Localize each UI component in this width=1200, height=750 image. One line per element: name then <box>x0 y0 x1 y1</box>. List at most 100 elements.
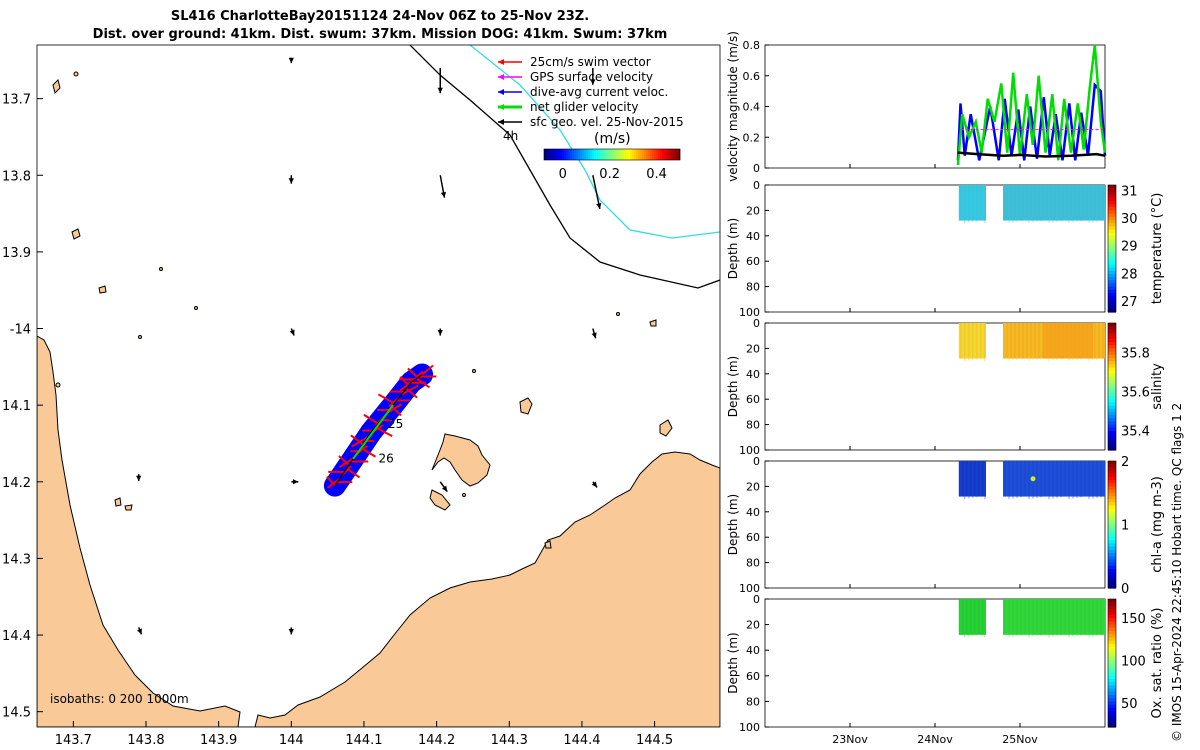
colorbar-tick-label: 0 <box>1121 582 1129 597</box>
geo-velocity-arrow <box>437 328 443 336</box>
panel-ylabel: Depth (m) <box>726 356 740 417</box>
panel-ytick-label: 100 <box>739 306 760 319</box>
island <box>649 319 657 327</box>
panel-ytick-label: 40 <box>746 644 760 657</box>
geo-velocity-arrow <box>288 175 294 184</box>
swim-vector <box>374 426 393 438</box>
footer-credit: © IMOS 15-Apr-2024 22:45:10 Hobart time.… <box>1170 402 1184 742</box>
map-chart: 143.7 143.8 143.9 144 144.1 144.2 144.3 144.4 14… <box>2 44 721 748</box>
y-tick-label: 14.3 <box>2 552 31 567</box>
swim-vector <box>350 434 364 446</box>
geo-velocity-arrow <box>439 175 447 198</box>
isobath-1000m <box>469 45 720 239</box>
velocity-series-line <box>956 44 1107 166</box>
profile-data-block <box>958 185 986 224</box>
panel-ytick-label: 40 <box>746 368 760 381</box>
panel-ytick-label: 100 <box>739 721 760 734</box>
y-tick-label: -14 <box>10 323 31 338</box>
y-tick-label: 14.4 <box>2 629 31 644</box>
island <box>124 504 133 511</box>
island <box>138 335 142 339</box>
legend-item: net glider velocity <box>498 100 638 114</box>
panel-ytick-label: 20 <box>746 342 760 355</box>
colorbar-label: salinity <box>1150 363 1165 410</box>
panel-ytick-label: 0.2 <box>743 131 761 144</box>
island <box>429 489 451 511</box>
svg-text:net glider velocity: net glider velocity <box>530 100 638 114</box>
track-day-label: 26 <box>379 452 394 466</box>
profile-data-block <box>1003 185 1105 224</box>
swim-vector <box>405 387 418 399</box>
svg-text:GPS surface velocity: GPS surface velocity <box>530 70 653 84</box>
x-date-label: 25Nov <box>1002 733 1038 746</box>
panel-ytick-label: 0.4 <box>743 101 761 114</box>
profile-data-block <box>958 323 986 362</box>
y-tick-label: 14.1 <box>2 399 31 414</box>
svg-text:25cm/s swim vector: 25cm/s swim vector <box>530 55 651 69</box>
panel-ytick-label: 0.6 <box>743 70 761 83</box>
velocity-series-line <box>957 151 1106 158</box>
panel-ytick-label: 60 <box>746 531 760 544</box>
geo-velocity-arrow <box>289 328 295 336</box>
swim-vector <box>407 367 419 379</box>
colorbar-tick-label: 0.2 <box>599 167 620 182</box>
panel-colorbar <box>1108 461 1116 589</box>
swim-vector <box>360 446 377 458</box>
island <box>519 397 533 415</box>
geo-velocity-arrow <box>439 481 448 493</box>
y-tick-label: 13.7 <box>2 93 31 108</box>
title-line-2: Dist. over ground: 41km. Dist. swum: 37k… <box>92 27 668 42</box>
panel-ylabel: Depth (m) <box>726 218 740 279</box>
geo-velocity-arrow <box>437 67 443 94</box>
geo-velocity-arrow <box>288 627 294 635</box>
panel-ytick-label: 60 <box>746 255 760 268</box>
profile-data-block <box>958 599 986 638</box>
island <box>71 228 81 240</box>
geo-velocity-arrow <box>137 627 143 635</box>
profile-data-block <box>958 461 986 500</box>
legend-item: GPS surface velocity <box>498 70 653 84</box>
panel-ytick-label: 20 <box>746 619 760 632</box>
y-tick-label: 14.5 <box>2 706 31 721</box>
swim-vector <box>363 413 379 425</box>
colorbar-tick-label: 30 <box>1121 212 1138 227</box>
panel-colorbar <box>1108 599 1116 728</box>
island <box>114 497 122 507</box>
panel-ytick-label: 0 <box>753 162 760 175</box>
swim-vector <box>421 364 434 376</box>
panel-ytick-label: 0 <box>753 317 760 330</box>
panel-ytick-label: 60 <box>746 670 760 683</box>
panel-ytick-label: 40 <box>746 506 760 519</box>
map-colorbar-gradient <box>544 149 681 160</box>
colorbar-tick-label: 100 <box>1121 654 1146 669</box>
panel-ytick-label: 80 <box>746 557 760 570</box>
panel-ytick-label: 60 <box>746 393 760 406</box>
panel-ylabel: velocity magnitude (m/s) <box>726 31 740 182</box>
geo-velocity-arrow <box>291 479 299 485</box>
swim-vector <box>351 436 368 448</box>
legend-item: dive-avg current veloc. <box>498 85 668 99</box>
panel-colorbar <box>1108 185 1116 313</box>
panel-ylabel: Depth (m) <box>726 494 740 555</box>
island <box>159 267 163 271</box>
swim-vector <box>377 393 395 405</box>
colorbar-tick-label: 0 <box>559 167 567 182</box>
swim-vector <box>338 455 350 466</box>
panel-ytick-label: 100 <box>739 582 760 595</box>
panel-colorbar <box>1108 323 1116 451</box>
panel-ytick-label: 40 <box>746 230 760 243</box>
colorbar-label: chl-a (mg m-3) <box>1150 476 1165 573</box>
colorbar-tick-label: 150 <box>1121 612 1146 627</box>
colorbar-tick-label: 31 <box>1121 185 1138 200</box>
island <box>544 540 552 549</box>
x-tick-label: 144 <box>279 733 304 748</box>
colorbar-tick-label: 0.4 <box>646 167 667 182</box>
y-tick-label: 14.2 <box>2 476 31 491</box>
x-tick-label: 143.7 <box>55 733 92 748</box>
svg-text:dive-avg current veloc.: dive-avg current veloc. <box>530 85 668 99</box>
x-tick-label: 144.3 <box>491 733 528 748</box>
title-line-1: SL416 CharlotteBay20151124 24-Nov 06Z to… <box>170 9 590 24</box>
colorbar-tick-label: 35.6 <box>1121 385 1150 400</box>
swim-vector <box>391 405 402 417</box>
island <box>55 382 61 388</box>
